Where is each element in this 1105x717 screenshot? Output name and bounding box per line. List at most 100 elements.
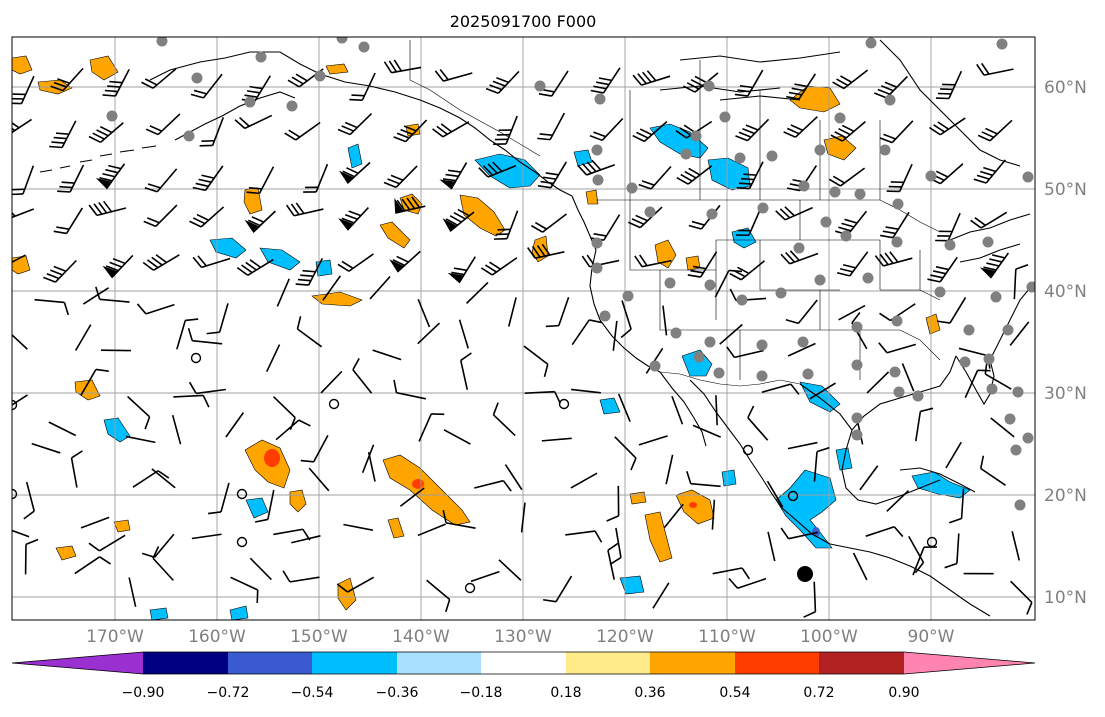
lon-label: 110°W — [698, 627, 756, 647]
station-dot — [256, 52, 267, 63]
neg-contour — [150, 608, 168, 620]
longitude-labels: 170°W 160°W 150°W 140°W 130°W 120°W 110°… — [86, 627, 955, 647]
station-dot — [681, 149, 692, 160]
station-dot — [987, 384, 998, 395]
station-dot — [799, 181, 810, 192]
station-dot — [815, 145, 826, 156]
map-title: 2025091700 F000 — [450, 12, 597, 31]
colorbar-cell — [312, 652, 397, 674]
station-dot — [1023, 172, 1034, 183]
station-dot — [880, 145, 891, 156]
station-dot — [704, 81, 715, 92]
colorbar-label: −0.36 — [376, 685, 419, 701]
station-dot — [757, 371, 768, 382]
colorbar-cell — [566, 652, 650, 674]
station-dot — [890, 367, 901, 378]
station-dot — [707, 209, 718, 220]
station-dot — [852, 413, 863, 424]
station-dot — [1015, 500, 1026, 511]
station-dot — [1011, 445, 1022, 456]
station-dot — [798, 337, 809, 348]
station-dot — [894, 387, 905, 398]
lat-label: 60°N — [1044, 78, 1087, 98]
station-dot — [720, 112, 731, 123]
station-dot — [735, 153, 746, 164]
station-dot — [337, 33, 348, 44]
station-dot — [593, 175, 604, 186]
station-dot — [592, 238, 603, 249]
station-dot — [694, 352, 705, 363]
lon-label: 100°W — [800, 627, 858, 647]
station-dot — [926, 171, 937, 182]
station-dot — [852, 322, 863, 333]
station-dot — [1023, 433, 1034, 444]
station-dot — [991, 292, 1002, 303]
lon-label: 150°W — [290, 627, 348, 647]
station-dot — [691, 131, 702, 142]
lat-label: 50°N — [1044, 180, 1087, 200]
neg-contour — [722, 470, 736, 486]
station-dot — [997, 39, 1008, 50]
colorbar-label: −0.18 — [460, 685, 503, 701]
colorbar-cell — [228, 652, 312, 674]
station-dot — [592, 263, 603, 274]
station-dot — [803, 369, 814, 380]
station-dot — [535, 81, 546, 92]
station-dot — [1005, 414, 1016, 425]
station-dot — [892, 316, 903, 327]
colorbar-label: 0.72 — [803, 685, 834, 701]
station-dot — [913, 391, 924, 402]
station-dot — [359, 42, 370, 53]
map-background — [12, 37, 1035, 620]
station-dot — [945, 240, 956, 251]
station-dot — [592, 145, 603, 156]
station-dot — [595, 94, 606, 105]
colorbar-cell — [735, 652, 819, 674]
map-area — [0, 33, 1038, 621]
colorbar-label: 0.54 — [719, 685, 750, 701]
station-dot — [1013, 387, 1024, 398]
station-dot — [671, 328, 682, 339]
colorbar-label: 0.18 — [550, 685, 581, 701]
colorbar: −0.90 −0.72 −0.54 −0.36 −0.18 0.18 0.36 … — [12, 652, 1035, 701]
pos-contour-core — [264, 449, 280, 467]
colorbar-cell — [397, 652, 481, 674]
station-dot — [885, 95, 896, 106]
colorbar-extend-high — [904, 652, 1035, 674]
station-dot — [841, 231, 852, 242]
station-dot — [184, 131, 195, 142]
pos-contour-core — [412, 479, 424, 489]
station-dot — [757, 340, 768, 351]
lat-label: 20°N — [1044, 486, 1087, 506]
station-dot — [1003, 325, 1014, 336]
station-dot — [714, 368, 725, 379]
station-dot — [892, 237, 903, 248]
station-dot — [623, 291, 634, 302]
lon-label: 140°W — [392, 627, 450, 647]
pos-contour — [586, 190, 598, 204]
station-dot — [835, 113, 846, 124]
station-dot — [984, 354, 995, 365]
colorbar-cell — [143, 652, 228, 674]
colorbar-label: −0.54 — [291, 685, 334, 701]
station-dot — [315, 71, 326, 82]
lat-label: 30°N — [1044, 384, 1087, 404]
neg-contour — [316, 260, 332, 276]
station-dot — [627, 183, 638, 194]
pos-contour — [326, 64, 348, 74]
station-dot — [960, 357, 971, 368]
colorbar-label: 0.90 — [888, 685, 919, 701]
station-dot — [767, 151, 778, 162]
station-dot — [855, 189, 866, 200]
lon-label: 160°W — [188, 627, 246, 647]
station-dot — [192, 73, 203, 84]
station-dot — [821, 217, 832, 228]
station-dot — [893, 199, 904, 210]
lon-label: 90°W — [908, 627, 955, 647]
station-dot — [866, 38, 877, 49]
lon-label: 170°W — [86, 627, 144, 647]
lat-label: 40°N — [1044, 282, 1087, 302]
station-dot — [705, 280, 716, 291]
station-dot — [1027, 282, 1038, 293]
